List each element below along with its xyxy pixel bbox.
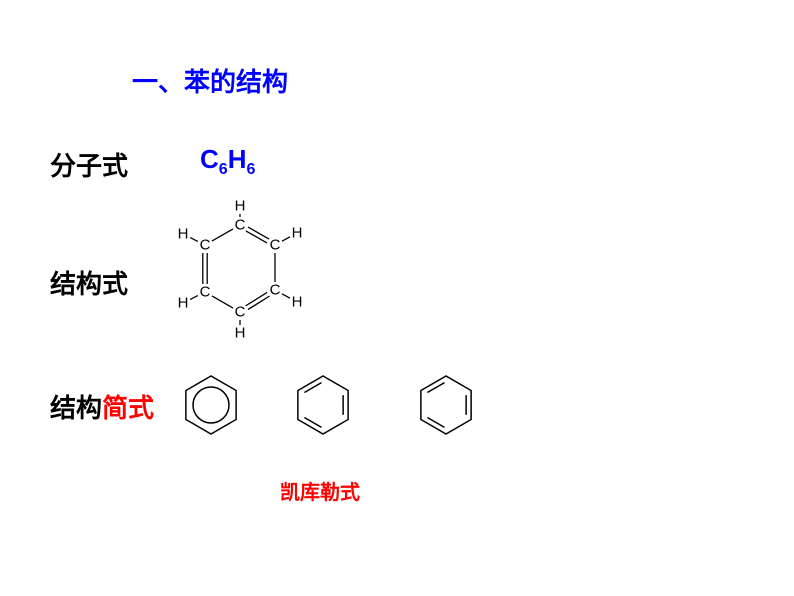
formula-6b: 6 [246, 161, 255, 178]
svg-text:H: H [292, 294, 303, 311]
formula-C: C [200, 144, 219, 174]
label-condensed-b: 简式 [102, 393, 154, 423]
svg-text:H: H [235, 325, 246, 341]
kekule-label: 凯库勒式 [280, 476, 360, 505]
benzene-detailed-structure: CCCCCCHHHHHH [165, 200, 315, 340]
svg-text:C: C [200, 284, 211, 301]
svg-text:C: C [235, 217, 246, 234]
svg-text:C: C [270, 282, 281, 299]
svg-text:H: H [235, 200, 246, 215]
label-molecular-formula: 分子式 [50, 146, 128, 183]
formula-H: H [228, 144, 247, 174]
section-title: 一、苯的结构 [132, 62, 288, 99]
benzene-kekule-icon-2 [413, 368, 479, 442]
label-condensed-a: 结构 [50, 393, 102, 423]
label-condensed-formula: 结构简式 [50, 388, 154, 425]
svg-text:H: H [292, 225, 303, 242]
benzene-circle-icon [178, 368, 244, 442]
svg-text:H: H [178, 295, 189, 312]
svg-text:H: H [178, 226, 189, 243]
svg-text:C: C [200, 237, 211, 254]
svg-text:C: C [270, 237, 281, 254]
svg-text:C: C [235, 304, 246, 321]
benzene-kekule-icon-1 [290, 368, 356, 442]
label-structural-formula: 结构式 [50, 264, 128, 301]
formula-6a: 6 [219, 161, 228, 178]
molecular-formula: C6H6 [200, 144, 255, 179]
